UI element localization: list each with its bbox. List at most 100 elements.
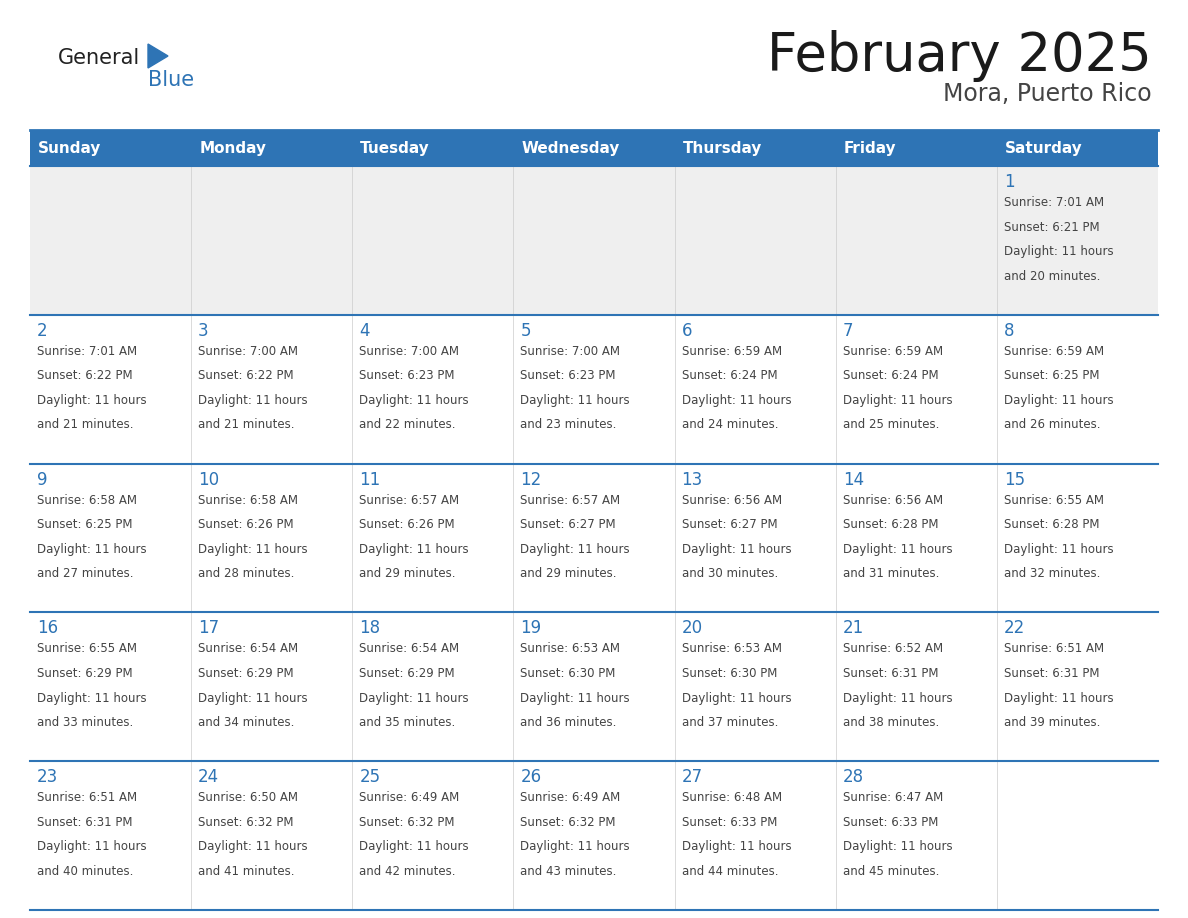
- Text: Sunset: 6:32 PM: Sunset: 6:32 PM: [359, 816, 455, 829]
- Text: 6: 6: [682, 322, 693, 340]
- Text: Wednesday: Wednesday: [522, 140, 620, 155]
- Text: Sunset: 6:29 PM: Sunset: 6:29 PM: [359, 667, 455, 680]
- Text: Daylight: 11 hours: Daylight: 11 hours: [1004, 543, 1113, 555]
- Text: Sunset: 6:23 PM: Sunset: 6:23 PM: [520, 369, 615, 383]
- Text: and 44 minutes.: and 44 minutes.: [682, 865, 778, 878]
- Text: Daylight: 11 hours: Daylight: 11 hours: [682, 394, 791, 407]
- Text: Sunrise: 7:00 AM: Sunrise: 7:00 AM: [359, 345, 460, 358]
- Text: Sunrise: 7:01 AM: Sunrise: 7:01 AM: [1004, 196, 1104, 209]
- Bar: [513, 464, 675, 612]
- Text: and 21 minutes.: and 21 minutes.: [37, 419, 133, 431]
- Text: Daylight: 11 hours: Daylight: 11 hours: [682, 543, 791, 555]
- Bar: [675, 761, 835, 910]
- Text: Sunrise: 6:55 AM: Sunrise: 6:55 AM: [37, 643, 137, 655]
- Text: 3: 3: [198, 322, 209, 340]
- Text: Sunset: 6:25 PM: Sunset: 6:25 PM: [1004, 369, 1099, 383]
- Bar: [835, 761, 997, 910]
- Text: 23: 23: [37, 768, 58, 786]
- Text: Sunrise: 7:01 AM: Sunrise: 7:01 AM: [37, 345, 137, 358]
- Text: and 33 minutes.: and 33 minutes.: [37, 716, 133, 729]
- Text: Sunset: 6:21 PM: Sunset: 6:21 PM: [1004, 220, 1099, 233]
- Text: and 37 minutes.: and 37 minutes.: [682, 716, 778, 729]
- Bar: [835, 315, 997, 464]
- Text: Sunrise: 6:50 AM: Sunrise: 6:50 AM: [198, 791, 298, 804]
- Bar: [997, 166, 1158, 315]
- Bar: [835, 166, 997, 315]
- Bar: [997, 612, 1158, 761]
- Text: Sunset: 6:29 PM: Sunset: 6:29 PM: [37, 667, 133, 680]
- Bar: [191, 761, 353, 910]
- Text: Daylight: 11 hours: Daylight: 11 hours: [682, 691, 791, 704]
- Text: and 28 minutes.: and 28 minutes.: [198, 567, 295, 580]
- Text: Sunrise: 6:57 AM: Sunrise: 6:57 AM: [520, 494, 620, 507]
- Bar: [997, 464, 1158, 612]
- Bar: [997, 761, 1158, 910]
- Text: Sunrise: 7:00 AM: Sunrise: 7:00 AM: [520, 345, 620, 358]
- Text: Daylight: 11 hours: Daylight: 11 hours: [198, 691, 308, 704]
- Text: Sunrise: 6:49 AM: Sunrise: 6:49 AM: [359, 791, 460, 804]
- Text: Daylight: 11 hours: Daylight: 11 hours: [842, 394, 953, 407]
- Text: 1: 1: [1004, 173, 1015, 191]
- Text: Sunrise: 6:55 AM: Sunrise: 6:55 AM: [1004, 494, 1104, 507]
- Text: Sunset: 6:27 PM: Sunset: 6:27 PM: [520, 518, 617, 532]
- Text: Daylight: 11 hours: Daylight: 11 hours: [359, 394, 469, 407]
- Bar: [191, 464, 353, 612]
- Text: and 25 minutes.: and 25 minutes.: [842, 419, 939, 431]
- Text: 21: 21: [842, 620, 864, 637]
- Bar: [191, 166, 353, 315]
- Text: General: General: [58, 48, 140, 68]
- Text: Sunrise: 6:57 AM: Sunrise: 6:57 AM: [359, 494, 460, 507]
- Polygon shape: [148, 44, 168, 68]
- Text: Sunset: 6:27 PM: Sunset: 6:27 PM: [682, 518, 777, 532]
- Text: Tuesday: Tuesday: [360, 140, 430, 155]
- Text: Sunrise: 6:59 AM: Sunrise: 6:59 AM: [682, 345, 782, 358]
- Text: and 35 minutes.: and 35 minutes.: [359, 716, 455, 729]
- Text: Sunrise: 6:51 AM: Sunrise: 6:51 AM: [1004, 643, 1104, 655]
- Bar: [353, 464, 513, 612]
- Text: Sunset: 6:30 PM: Sunset: 6:30 PM: [682, 667, 777, 680]
- Text: and 27 minutes.: and 27 minutes.: [37, 567, 133, 580]
- Text: Saturday: Saturday: [1005, 140, 1082, 155]
- Text: Sunrise: 6:48 AM: Sunrise: 6:48 AM: [682, 791, 782, 804]
- Text: 10: 10: [198, 471, 220, 488]
- Text: Thursday: Thursday: [683, 140, 762, 155]
- Text: Daylight: 11 hours: Daylight: 11 hours: [359, 691, 469, 704]
- Text: Sunset: 6:29 PM: Sunset: 6:29 PM: [198, 667, 293, 680]
- Bar: [675, 130, 835, 166]
- Text: Sunset: 6:32 PM: Sunset: 6:32 PM: [198, 816, 293, 829]
- Text: Sunrise: 6:47 AM: Sunrise: 6:47 AM: [842, 791, 943, 804]
- Text: Daylight: 11 hours: Daylight: 11 hours: [520, 691, 630, 704]
- Text: and 41 minutes.: and 41 minutes.: [198, 865, 295, 878]
- Text: Sunset: 6:26 PM: Sunset: 6:26 PM: [359, 518, 455, 532]
- Text: Daylight: 11 hours: Daylight: 11 hours: [37, 840, 146, 854]
- Text: Daylight: 11 hours: Daylight: 11 hours: [1004, 245, 1113, 258]
- Text: 11: 11: [359, 471, 380, 488]
- Text: and 24 minutes.: and 24 minutes.: [682, 419, 778, 431]
- Text: 14: 14: [842, 471, 864, 488]
- Text: Sunset: 6:23 PM: Sunset: 6:23 PM: [359, 369, 455, 383]
- Bar: [191, 130, 353, 166]
- Text: Sunrise: 6:53 AM: Sunrise: 6:53 AM: [520, 643, 620, 655]
- Bar: [353, 315, 513, 464]
- Text: 4: 4: [359, 322, 369, 340]
- Text: Daylight: 11 hours: Daylight: 11 hours: [359, 543, 469, 555]
- Bar: [30, 166, 191, 315]
- Text: Sunset: 6:28 PM: Sunset: 6:28 PM: [1004, 518, 1099, 532]
- Bar: [997, 315, 1158, 464]
- Text: and 23 minutes.: and 23 minutes.: [520, 419, 617, 431]
- Bar: [675, 166, 835, 315]
- Bar: [513, 315, 675, 464]
- Text: and 29 minutes.: and 29 minutes.: [520, 567, 617, 580]
- Text: Daylight: 11 hours: Daylight: 11 hours: [1004, 394, 1113, 407]
- Text: Daylight: 11 hours: Daylight: 11 hours: [842, 840, 953, 854]
- Text: and 40 minutes.: and 40 minutes.: [37, 865, 133, 878]
- Bar: [675, 464, 835, 612]
- Text: and 42 minutes.: and 42 minutes.: [359, 865, 456, 878]
- Text: Sunset: 6:31 PM: Sunset: 6:31 PM: [37, 816, 133, 829]
- Text: Daylight: 11 hours: Daylight: 11 hours: [198, 840, 308, 854]
- Bar: [30, 464, 191, 612]
- Text: Sunrise: 6:59 AM: Sunrise: 6:59 AM: [1004, 345, 1104, 358]
- Text: Sunrise: 6:56 AM: Sunrise: 6:56 AM: [682, 494, 782, 507]
- Text: Mora, Puerto Rico: Mora, Puerto Rico: [943, 82, 1152, 106]
- Bar: [513, 166, 675, 315]
